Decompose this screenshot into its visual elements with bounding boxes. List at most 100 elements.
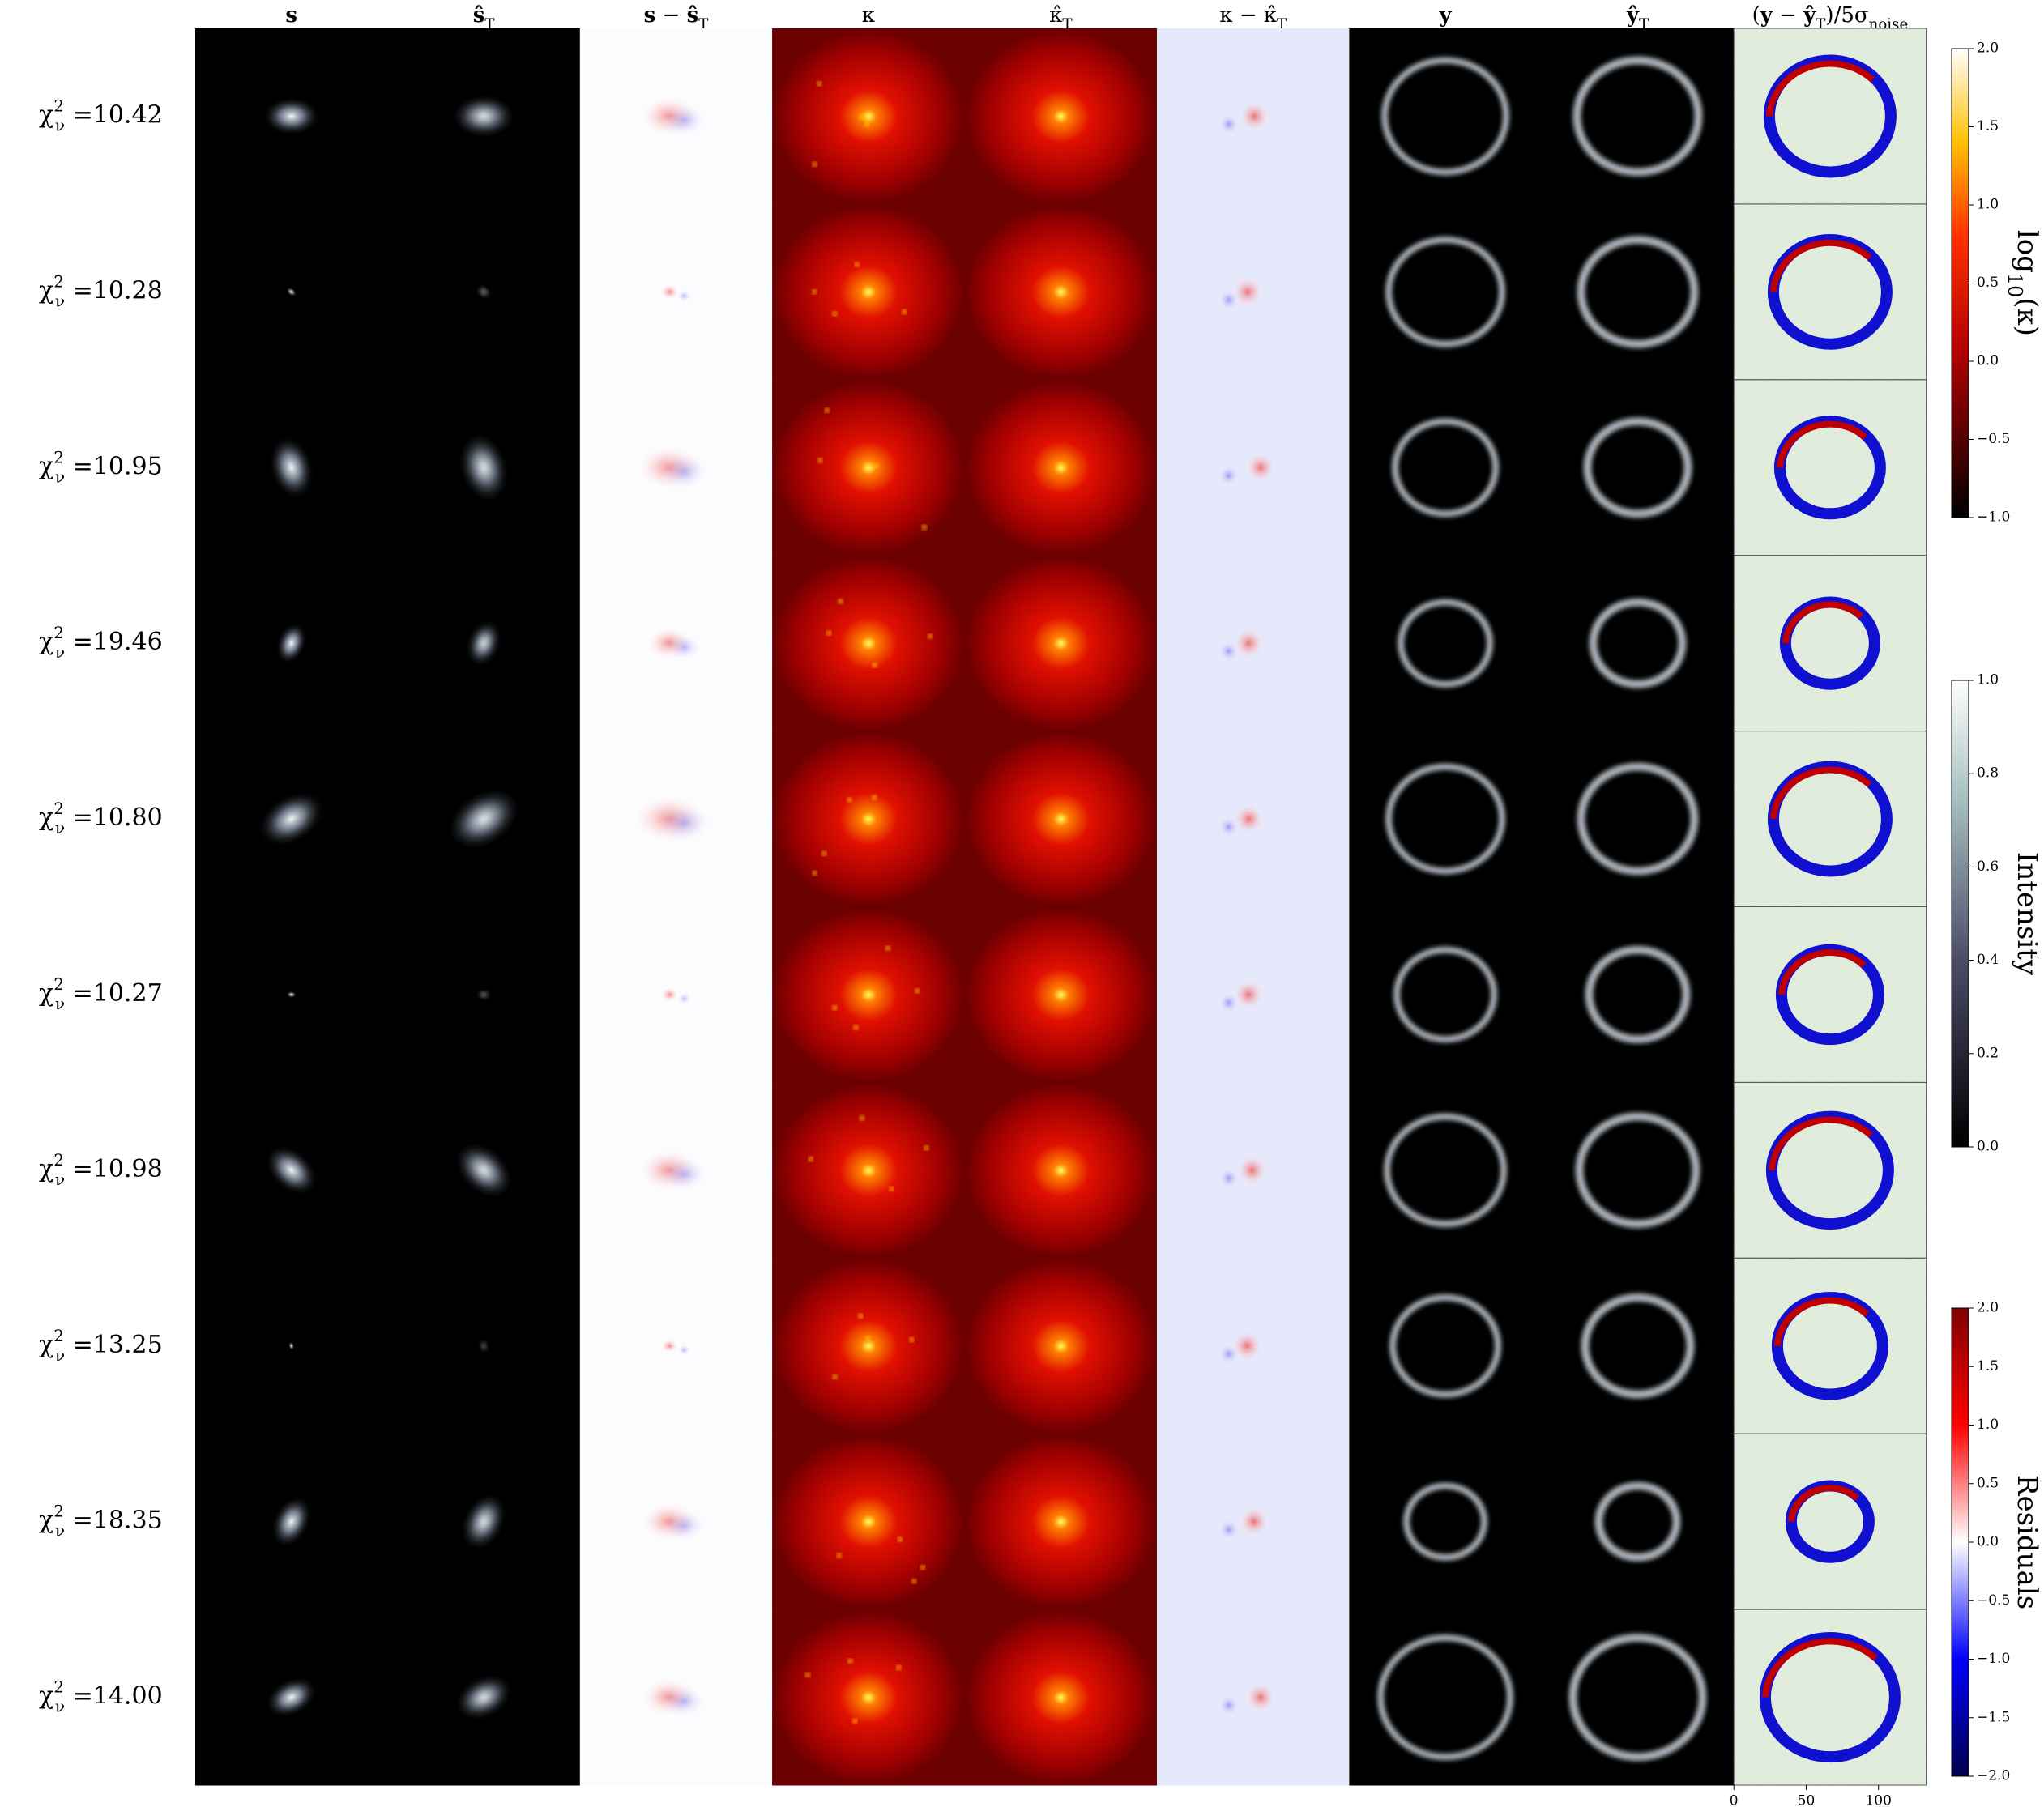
colorbar-tick-label: 1.5 [1977, 118, 1999, 134]
image-panel [772, 1082, 966, 1259]
panel-background [1349, 1258, 1543, 1434]
chi-value: 10.42 [93, 100, 163, 129]
kappa-map [964, 203, 1158, 381]
image-panel [579, 1082, 773, 1259]
image-panel [964, 1082, 1158, 1259]
source-blob [265, 1676, 318, 1719]
residual-blob [1238, 100, 1271, 133]
text-part: ŷ [1626, 3, 1640, 28]
kappa-map [964, 906, 1158, 1083]
noise-field [1734, 1434, 1927, 1610]
image-panel [387, 1082, 581, 1259]
residual-blob [659, 283, 680, 300]
image-panel [195, 906, 388, 1083]
source-blob [271, 1495, 313, 1548]
residual-arc [1787, 1485, 1860, 1523]
subhalo [897, 1536, 903, 1542]
chi-symbol: χ [39, 628, 53, 656]
source-blob [454, 1674, 513, 1720]
kappa-map [964, 1082, 1158, 1259]
residual-blob [1217, 991, 1240, 1014]
row-label: χ2 ν =14.00 [39, 1677, 163, 1715]
lensed-ring [1392, 418, 1500, 518]
residual-arc [1769, 766, 1872, 820]
source-blob [275, 622, 308, 665]
subhalo [909, 1337, 915, 1343]
residual-arc [1768, 1116, 1873, 1171]
image-panel [1734, 731, 1927, 907]
chi-sep: = [65, 1155, 93, 1183]
chi-symbol: χ [39, 1331, 53, 1359]
image-panel [1541, 379, 1735, 556]
residual-blob [1217, 816, 1240, 839]
chi-sub: ν [55, 642, 65, 662]
subhalo [864, 121, 870, 126]
image-panel [772, 1609, 966, 1786]
chi-sub: ν [55, 1169, 65, 1188]
image-panel [1734, 1609, 1927, 1786]
lensed-ring [1385, 236, 1506, 347]
kappa-map [964, 1258, 1158, 1434]
image-panel [1541, 731, 1735, 907]
image-panel [1349, 1609, 1543, 1786]
subhalo [824, 407, 830, 413]
text-part: κ̂ [1049, 3, 1062, 28]
subhalo [854, 262, 860, 267]
colorbar-tick-label: 0.0 [1977, 353, 1999, 369]
chi-value: 10.95 [93, 452, 163, 480]
image-panel [1734, 379, 1927, 556]
kappa-map [772, 731, 966, 907]
image-panel [772, 555, 966, 732]
chi-sup: 2 [53, 623, 64, 642]
residual-blob [676, 992, 692, 1005]
chi-sep: = [65, 276, 93, 305]
chi-symbol: χ [39, 979, 53, 1008]
colorbar-tick-label: −1.5 [1977, 1709, 2010, 1725]
colorbar-tick-label: 0.2 [1977, 1045, 1999, 1061]
lensed-ring [1583, 417, 1692, 518]
colorbar-label: Residuals [2011, 1475, 2043, 1609]
residual-arc [1773, 1297, 1870, 1347]
lensed-ring [1385, 763, 1506, 875]
chi-value: 10.27 [93, 979, 163, 1008]
image-panel [579, 906, 773, 1083]
chi-symbol: χ [39, 1682, 53, 1711]
image-panel [1541, 906, 1735, 1083]
chi-sub: ν [55, 1696, 65, 1715]
panel-background [1349, 906, 1543, 1083]
chi-symbol: χ [39, 1155, 53, 1183]
residual-blob [1217, 1342, 1240, 1366]
source-blob [446, 787, 521, 850]
subhalo [826, 630, 831, 636]
chi-value: 13.25 [93, 1331, 163, 1359]
kappa-map [964, 1434, 1158, 1610]
image-panel [772, 906, 966, 1083]
lensed-ring [1384, 1113, 1508, 1228]
image-panel [964, 379, 1158, 556]
text-part: y [1760, 3, 1773, 28]
lensed-ring [1389, 1293, 1502, 1398]
kappa-map [772, 1082, 966, 1259]
residual-blob [1217, 288, 1240, 312]
chi-value: 10.28 [93, 276, 163, 305]
lensed-ring [1393, 946, 1498, 1043]
source-blob [478, 991, 490, 999]
source-blob [459, 432, 510, 503]
panel-background [1349, 203, 1543, 381]
text-part: ŝ [473, 3, 485, 28]
panel-background [1541, 555, 1735, 732]
subhalo [832, 1374, 838, 1379]
image-panel [1157, 731, 1350, 907]
lensed-ring [1577, 762, 1699, 876]
colorbar-tick-label: 0.4 [1977, 952, 1999, 968]
image-panel [195, 203, 388, 381]
colorbar-tick-label: 2.0 [1977, 1300, 1999, 1316]
colorbar-tick-label: 1.0 [1977, 672, 1999, 688]
subhalo [928, 633, 933, 639]
subhalo [911, 1579, 917, 1584]
image-panel [964, 1258, 1158, 1434]
kappa-map [964, 1609, 1158, 1786]
kappa-map [772, 555, 966, 732]
